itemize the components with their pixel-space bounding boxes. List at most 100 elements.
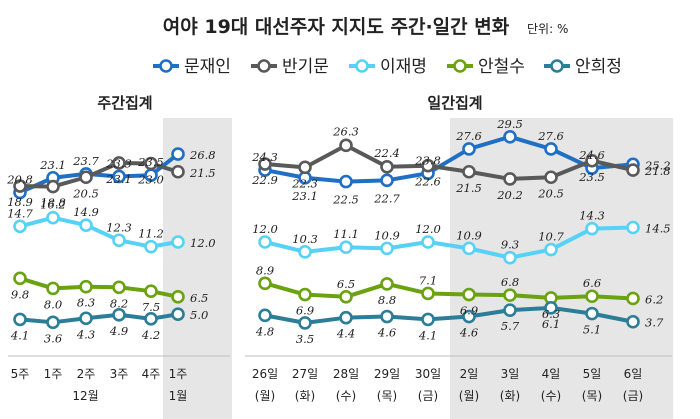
daily-point-3-6 [503,288,517,302]
daily-point-0-5 [462,142,476,156]
daily-point-4-8 [585,306,599,321]
daily-data-label-1-3: 22.4 [373,146,400,160]
weekly-tick-label-4: 4주 [142,367,161,381]
daily-point-1-1 [298,160,312,175]
daily-data-label-4-4: 4.1 [418,328,437,342]
daily-point-2-7 [544,242,558,257]
daily-data-label-0-7: 27.6 [537,129,564,143]
daily-point-4-9 [626,314,640,329]
daily-data-label-2-7: 10.7 [538,230,564,244]
weekly-point-4-4 [144,312,158,326]
legend-swatch-marker-2 [355,59,369,73]
weekly-point-2-4 [144,239,158,254]
daily-data-label-0-2: 22.5 [332,193,359,207]
legend-swatch-marker-1 [257,59,271,73]
daily-point-3-8 [585,289,599,304]
daily-point-4-4 [421,312,435,327]
daily-point-2-2 [339,240,353,255]
weekly-point-2-0 [13,219,27,234]
daily-data-label-1-8: 23.5 [578,170,605,184]
weekly-data-label-3-4: 7.5 [142,300,160,314]
daily-point-3-2 [339,289,353,304]
daily-tick-sublabel-5: (월) [459,389,479,403]
daily-data-label-3-1: 6.9 [296,304,314,318]
weekly-point-1-5 [171,164,185,179]
weekly-point-3-0 [13,271,27,286]
weekly-data-label-2-5: 12.0 [190,236,216,250]
daily-point-1-8 [585,153,599,168]
weekly-point-1-0 [13,179,27,193]
legend-swatch-marker-0 [159,59,173,73]
daily-point-3-5 [462,287,476,302]
daily-data-label-4-3: 4.6 [377,326,396,340]
weekly-data-label-1-3: 23.1 [105,172,132,186]
daily-data-label-2-0: 12.0 [252,222,278,236]
daily-data-label-0-9: 25.2 [644,158,671,172]
weekly-point-4-1 [46,315,60,330]
weekly-data-label-4-4: 4.2 [141,328,160,342]
daily-data-label-2-1: 10.3 [292,232,318,246]
weekly-data-label-0-3: 23.3 [105,156,132,170]
daily-point-1-7 [544,170,558,185]
daily-point-2-4 [421,235,435,249]
weekly-data-label-2-1: 16.2 [40,198,66,212]
daily-data-label-1-7: 20.5 [537,186,564,200]
legend-label-2: 이재명 [380,57,427,77]
weekly-data-label-0-4: 23.5 [137,155,164,169]
daily-point-2-0 [258,235,272,249]
daily-data-label-2-8: 14.3 [579,209,605,223]
daily-point-1-9 [626,163,640,177]
weekly-tick-label-3: 3주 [110,367,129,381]
weekly-point-0-5 [171,147,185,161]
daily-point-4-1 [298,316,312,330]
daily-point-2-1 [298,245,312,259]
daily-tick-label-3: 29일 [374,367,400,381]
daily-data-label-1-0: 22.9 [251,173,278,187]
weekly-data-label-4-0: 4.1 [10,328,29,342]
weekly-data-label-4-2: 4.3 [76,327,95,341]
weekly-point-1-4 [144,156,158,171]
weekly-data-label-1-5: 21.5 [189,166,216,180]
daily-point-3-3 [380,277,394,291]
weekly-data-label-1-4: 23.0 [137,173,164,187]
daily-data-label-2-4: 12.0 [415,222,441,236]
weekly-panel-title: 주간집계 [97,94,152,112]
legend-label-0: 문재인 [184,57,231,77]
weekly-tick-label-1: 1주 [44,367,63,381]
daily-data-label-1-9: 21.8 [644,164,671,178]
daily-point-3-4 [421,286,435,301]
daily-series-line-0 [264,134,634,184]
daily-point-2-9 [626,220,640,235]
daily-tick-label-2: 28일 [333,367,359,381]
weekly-point-4-2 [79,311,93,326]
weekly-point-4-3 [112,307,126,322]
chart-title: 여야 19대 대선주자 지지도 주간·일간 변화 [163,16,510,38]
daily-data-label-3-8: 6.6 [583,276,601,290]
daily-data-label-2-6: 9.3 [501,238,519,252]
daily-panel-title: 일간집계 [427,94,482,112]
weekly-data-label-0-5: 26.8 [189,148,216,162]
daily-point-1-3 [380,160,394,174]
weekly-tick-label-0: 5주 [11,367,30,381]
daily-tick-sublabel-7: (수) [541,389,561,403]
legend-label-1: 반기문 [282,57,329,77]
weekly-data-label-0-1: 23.1 [39,158,66,172]
daily-data-label-4-8: 5.1 [583,323,601,337]
weekly-point-3-3 [112,280,126,295]
weekly-data-label-0-0: 20.8 [6,172,33,186]
weekly-point-3-5 [171,289,185,304]
daily-point-4-7 [544,301,558,315]
daily-point-2-8 [585,221,599,236]
daily-data-label-0-6: 29.5 [496,117,523,131]
weekly-point-1-1 [46,179,60,194]
weekly-data-label-2-3: 12.3 [106,220,132,234]
weekly-point-0-3 [112,169,126,184]
daily-point-4-6 [503,303,517,317]
daily-tick-sublabel-0: (월) [255,389,275,403]
daily-data-label-0-8: 24.6 [578,148,605,162]
daily-data-label-4-1: 3.5 [296,332,314,346]
daily-data-label-0-1: 23.1 [291,189,318,203]
daily-point-2-6 [503,250,517,265]
legend: 문재인 반기문 이재명 안철수 안희정 [153,57,622,77]
weekly-data-label-4-3: 4.9 [109,324,128,338]
